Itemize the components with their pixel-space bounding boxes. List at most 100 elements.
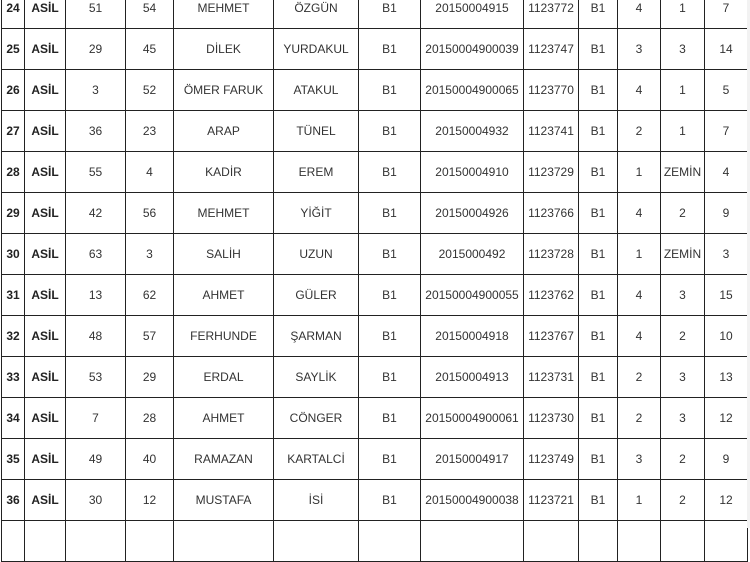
- status-cell: ASİL: [24, 438, 66, 480]
- col-a-cell: 30: [65, 479, 126, 521]
- first-name-cell: ÖMER FARUK: [173, 69, 274, 111]
- code-cell: 1123767: [523, 315, 579, 357]
- col-a-cell: 63: [65, 233, 126, 275]
- row-number-cell: 35: [1, 438, 25, 480]
- block-cell: 4: [617, 192, 661, 234]
- last-name-cell: [273, 520, 359, 562]
- id-number-cell: 20150004918: [420, 315, 524, 357]
- last-name-cell: ÖZGÜN: [273, 0, 359, 29]
- row-number-cell: 36: [1, 479, 25, 521]
- class-2-cell: B1: [578, 0, 618, 29]
- table-row: 30 ASİL 63 3 SALİH UZUN B1 2015000492 1123728 B1 1…: [1, 233, 748, 275]
- col-a-cell: 51: [65, 0, 126, 29]
- floor-cell: 3: [660, 356, 705, 398]
- row-number-cell: 25: [1, 28, 25, 70]
- last-name-cell: CÖNGER: [273, 397, 359, 439]
- table-row: 28 ASİL 55 4 KADİR EREM B1 20150004910 1123729 B1…: [1, 151, 748, 193]
- first-name-cell: KADİR: [173, 151, 274, 193]
- last-name-cell: ATAKUL: [273, 69, 359, 111]
- class-cell: B1: [358, 274, 421, 316]
- row-number-cell: 33: [1, 356, 25, 398]
- block-cell: 1: [617, 151, 661, 193]
- block-cell: 1: [617, 233, 661, 275]
- id-number-cell: [420, 520, 524, 562]
- code-cell: 1123730: [523, 397, 579, 439]
- table-row: 33 ASİL 53 29 ERDAL SAYLİK B1 20150004913 112373…: [1, 356, 748, 398]
- row-number-cell: 28: [1, 151, 25, 193]
- first-name-cell: MEHMET: [173, 192, 274, 234]
- col-a-cell: 55: [65, 151, 126, 193]
- unit-cell: 7: [704, 110, 748, 152]
- unit-cell: 10: [704, 315, 748, 357]
- col-b-cell: 12: [125, 479, 174, 521]
- floor-cell: 3: [660, 397, 705, 439]
- last-name-cell: EREM: [273, 151, 359, 193]
- id-number-cell: 20150004932: [420, 110, 524, 152]
- row-number-cell: 31: [1, 274, 25, 316]
- first-name-cell: SALİH: [173, 233, 274, 275]
- class-2-cell: [578, 520, 618, 562]
- class-2-cell: B1: [578, 233, 618, 275]
- block-cell: 4: [617, 69, 661, 111]
- class-cell: B1: [358, 28, 421, 70]
- col-b-cell: 62: [125, 274, 174, 316]
- block-cell: 2: [617, 110, 661, 152]
- col-b-cell: 28: [125, 397, 174, 439]
- floor-cell: 2: [660, 438, 705, 480]
- class-2-cell: B1: [578, 192, 618, 234]
- col-b-cell: [125, 520, 174, 562]
- col-b-cell: 56: [125, 192, 174, 234]
- status-cell: ASİL: [24, 233, 66, 275]
- block-cell: [617, 520, 661, 562]
- code-cell: 1123770: [523, 69, 579, 111]
- last-name-cell: KARTALCİ: [273, 438, 359, 480]
- class-cell: B1: [358, 479, 421, 521]
- unit-cell: 7: [704, 0, 748, 29]
- row-number-cell: 27: [1, 110, 25, 152]
- id-number-cell: 20150004913: [420, 356, 524, 398]
- floor-cell: 2: [660, 315, 705, 357]
- col-b-cell: 29: [125, 356, 174, 398]
- col-a-cell: 29: [65, 28, 126, 70]
- status-cell: ASİL: [24, 28, 66, 70]
- status-cell: ASİL: [24, 397, 66, 439]
- block-cell: 2: [617, 397, 661, 439]
- code-cell: 1123729: [523, 151, 579, 193]
- row-number-cell: 26: [1, 69, 25, 111]
- floor-cell: 1: [660, 110, 705, 152]
- col-a-cell: 13: [65, 274, 126, 316]
- first-name-cell: AHMET: [173, 274, 274, 316]
- first-name-cell: FERHUNDE: [173, 315, 274, 357]
- page-edge: [747, 0, 750, 528]
- class-2-cell: B1: [578, 151, 618, 193]
- code-cell: 1123766: [523, 192, 579, 234]
- first-name-cell: MUSTAFA: [173, 479, 274, 521]
- floor-cell: 2: [660, 192, 705, 234]
- id-number-cell: 20150004900055: [420, 274, 524, 316]
- class-2-cell: B1: [578, 356, 618, 398]
- status-cell: ASİL: [24, 151, 66, 193]
- first-name-cell: MEHMET: [173, 0, 274, 29]
- table-row: 35 ASİL 49 40 RAMAZAN KARTALCİ B1 20150004917 11…: [1, 438, 748, 480]
- row-number-cell: 30: [1, 233, 25, 275]
- unit-cell: 9: [704, 192, 748, 234]
- table-row: 31 ASİL 13 62 AHMET GÜLER B1 20150004900055 1123…: [1, 274, 748, 316]
- block-cell: 1: [617, 479, 661, 521]
- class-2-cell: B1: [578, 110, 618, 152]
- unit-cell: 3: [704, 233, 748, 275]
- id-number-cell: 20150004926: [420, 192, 524, 234]
- first-name-cell: [173, 520, 274, 562]
- first-name-cell: ERDAL: [173, 356, 274, 398]
- id-number-cell: 20150004910: [420, 151, 524, 193]
- table-row: [1, 520, 748, 562]
- code-cell: 1123762: [523, 274, 579, 316]
- id-number-cell: 20150004900065: [420, 69, 524, 111]
- col-a-cell: 49: [65, 438, 126, 480]
- class-cell: B1: [358, 192, 421, 234]
- col-b-cell: 52: [125, 69, 174, 111]
- row-number-cell: 32: [1, 315, 25, 357]
- code-cell: 1123741: [523, 110, 579, 152]
- block-cell: 2: [617, 356, 661, 398]
